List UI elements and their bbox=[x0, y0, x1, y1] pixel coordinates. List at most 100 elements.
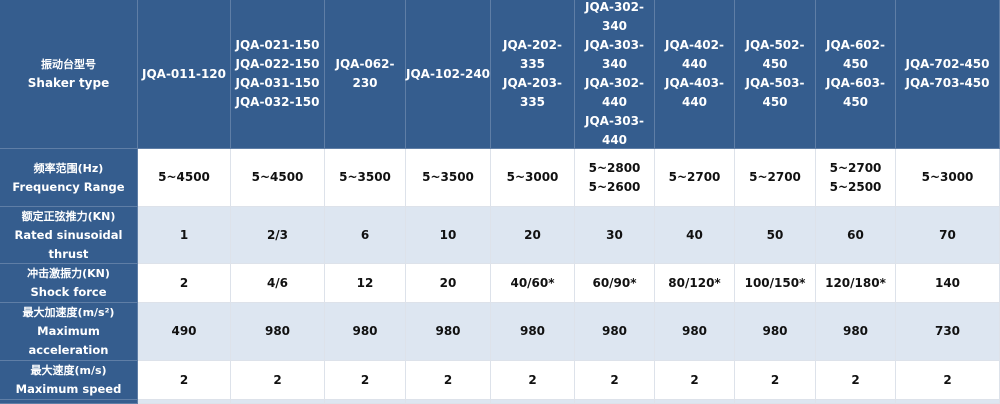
row-label-zh: 最大加速度(m/s²) bbox=[22, 306, 115, 319]
value-cell-partial bbox=[816, 400, 896, 404]
row-label-zh: 最大速度(m/s) bbox=[30, 364, 107, 377]
model-name: JQA-032-150 bbox=[235, 95, 320, 109]
value-cell: 1 bbox=[138, 207, 231, 264]
cell-value: 980 bbox=[601, 324, 628, 338]
cell-value: 2 bbox=[179, 275, 189, 290]
cell-value: 5~2500 bbox=[829, 179, 882, 194]
value-cell: 10 bbox=[406, 207, 491, 264]
value-cell: 2 bbox=[325, 361, 406, 400]
value-cell: 2 bbox=[231, 361, 325, 400]
value-cell: 100/150* bbox=[735, 264, 816, 303]
cell-value: 980 bbox=[681, 324, 708, 338]
cell-value: 5~4500 bbox=[251, 170, 304, 184]
value-cell-partial bbox=[406, 400, 491, 404]
value-cell: 2 bbox=[406, 361, 491, 400]
value-cell: 2 bbox=[735, 361, 816, 400]
value-cell: 20 bbox=[491, 207, 575, 264]
model-name: JQA-402-440 bbox=[665, 38, 724, 71]
value-cell: 2 bbox=[491, 361, 575, 400]
value-cell: 980 bbox=[231, 303, 325, 361]
model-name: JQA-021-150 bbox=[235, 38, 320, 52]
value-cell: 6 bbox=[325, 207, 406, 264]
value-cell: 120/180* bbox=[816, 264, 896, 303]
value-cell: 50 bbox=[735, 207, 816, 264]
value-cell: 980 bbox=[655, 303, 735, 361]
header-label-cell: 振动台型号 Shaker type bbox=[0, 0, 138, 149]
cell-value: 120/180* bbox=[825, 275, 886, 290]
cell-value: 70 bbox=[939, 227, 956, 242]
cell-value: 20 bbox=[439, 275, 457, 290]
value-cell-partial bbox=[138, 400, 231, 404]
value-cell: 60/90* bbox=[575, 264, 655, 303]
model-header-cell: JQA-021-150 JQA-022-150 JQA-031-150 JQA-032… bbox=[231, 0, 325, 149]
row-label-zh: 频率范围(Hz) bbox=[33, 161, 104, 175]
model-header-cell: JQA-702-450 JQA-703-450 bbox=[896, 0, 1000, 149]
value-cell: 40/60* bbox=[491, 264, 575, 303]
row-label-en: Frequency Range bbox=[12, 179, 125, 194]
cell-value: 980 bbox=[264, 324, 291, 338]
value-cell: 2 bbox=[575, 361, 655, 400]
row-label-en: Rated sinusoidal thrust bbox=[14, 227, 123, 261]
model-name: JQA-031-150 bbox=[235, 76, 320, 90]
model-name: JQA-502-450 bbox=[745, 38, 805, 71]
value-cell: 140 bbox=[896, 264, 1000, 303]
value-cell: 5~4500 bbox=[231, 149, 325, 207]
value-cell: 5~2800 5~2600 bbox=[575, 149, 655, 207]
cell-value: 980 bbox=[435, 324, 461, 338]
model-name: JQA-603-450 bbox=[826, 76, 885, 109]
cell-value: 2 bbox=[360, 372, 370, 387]
value-cell: 2 bbox=[816, 361, 896, 400]
cell-value: 40 bbox=[686, 227, 703, 242]
value-cell: 5~4500 bbox=[138, 149, 231, 207]
cell-value: 2 bbox=[528, 372, 537, 387]
value-cell: 5~2700 5~2500 bbox=[816, 149, 896, 207]
value-cell: 980 bbox=[406, 303, 491, 361]
model-name: JQA-503-450 bbox=[745, 76, 805, 109]
cell-value: 4/6 bbox=[266, 275, 289, 290]
value-cell: 70 bbox=[896, 207, 1000, 264]
cell-value: 2 bbox=[690, 372, 699, 387]
cell-value: 2 bbox=[943, 372, 952, 387]
model-name: JQA-303-440 bbox=[585, 114, 644, 147]
value-cell: 30 bbox=[575, 207, 655, 264]
cell-value: 5~2600 bbox=[588, 179, 641, 194]
value-cell: 2 bbox=[896, 361, 1000, 400]
cell-value: 5~3500 bbox=[422, 170, 474, 184]
cell-value: 5~2700 bbox=[749, 170, 801, 184]
row-header-cell: 频率范围(Hz) Frequency Range bbox=[0, 149, 138, 207]
cell-value: 2 bbox=[851, 372, 860, 387]
model-name: JQA-702-450 bbox=[905, 57, 990, 71]
model-name: JQA-203-335 bbox=[503, 76, 562, 109]
cell-value: 5~3500 bbox=[339, 170, 391, 184]
value-cell: 5~3000 bbox=[491, 149, 575, 207]
value-cell: 5~3500 bbox=[406, 149, 491, 207]
model-header-cell: JQA-062-230 bbox=[325, 0, 406, 149]
cell-value: 100/150* bbox=[744, 275, 806, 290]
model-header-cell: JQA-402-440 JQA-403-440 bbox=[655, 0, 735, 149]
cell-value: 5~2700 bbox=[829, 160, 882, 175]
value-cell-partial bbox=[735, 400, 816, 404]
model-header-cell: JQA-502-450 JQA-503-450 bbox=[735, 0, 816, 149]
value-cell: 12 bbox=[325, 264, 406, 303]
cell-value: 2/3 bbox=[266, 227, 289, 242]
value-cell: 5~3000 bbox=[896, 149, 1000, 207]
cell-value: 980 bbox=[842, 324, 869, 338]
value-cell: 730 bbox=[896, 303, 1000, 361]
value-cell-partial bbox=[325, 400, 406, 404]
value-cell-partial bbox=[575, 400, 655, 404]
cell-value: 490 bbox=[171, 324, 197, 338]
value-cell: 2 bbox=[138, 264, 231, 303]
model-name: JQA-022-150 bbox=[235, 57, 320, 71]
cell-value: 60/90* bbox=[592, 275, 637, 290]
model-name: JQA-202-335 bbox=[503, 38, 562, 71]
value-cell-partial bbox=[896, 400, 1000, 404]
model-name: JQA-302-440 bbox=[585, 76, 644, 109]
row-label-en: Maximum speed bbox=[15, 382, 122, 396]
value-cell-partial bbox=[231, 400, 325, 404]
model-name: JQA-303-340 bbox=[585, 38, 644, 71]
model-name: JQA-602-450 bbox=[826, 38, 885, 71]
row-label-zh: 额定正弦推力(KN) bbox=[21, 209, 116, 223]
model-name: JQA-403-440 bbox=[665, 76, 724, 109]
header-label-zh: 振动台型号 bbox=[41, 58, 96, 71]
cell-value: 980 bbox=[519, 324, 546, 338]
